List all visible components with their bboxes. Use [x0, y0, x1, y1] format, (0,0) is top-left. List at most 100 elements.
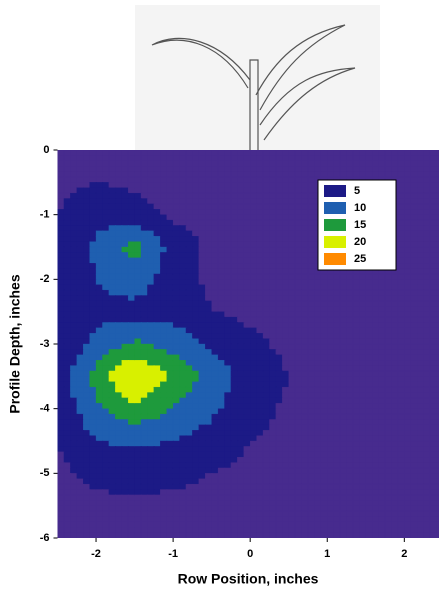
- contour-cell: [77, 258, 84, 264]
- contour-cell: [167, 506, 174, 512]
- contour-cell: [199, 425, 206, 431]
- contour-cell: [257, 527, 264, 533]
- contour-cell: [308, 285, 315, 291]
- contour-cell: [250, 279, 257, 285]
- contour-cell: [58, 490, 65, 496]
- contour-cell: [372, 382, 379, 388]
- contour-cell: [83, 301, 90, 307]
- contour-cell: [398, 490, 405, 496]
- contour-cell: [314, 274, 321, 280]
- contour-cell: [263, 393, 270, 399]
- contour-cell: [205, 490, 212, 496]
- contour-cell: [404, 290, 411, 296]
- contour-cell: [340, 371, 347, 377]
- contour-cell: [173, 425, 180, 431]
- contour-cell: [186, 220, 193, 226]
- contour-cell: [359, 473, 366, 479]
- contour-cell: [314, 409, 321, 415]
- contour-cell: [64, 522, 71, 528]
- contour-cell: [186, 274, 193, 280]
- contour-cell: [314, 371, 321, 377]
- contour-cell: [424, 166, 431, 172]
- contour-cell: [141, 490, 148, 496]
- contour-cell: [347, 452, 354, 458]
- contour-cell: [77, 296, 84, 302]
- contour-cell: [58, 301, 65, 307]
- contour-cell: [308, 355, 315, 361]
- contour-cell: [205, 382, 212, 388]
- contour-cell: [218, 414, 225, 420]
- contour-cell: [128, 527, 135, 533]
- contour-cell: [424, 468, 431, 474]
- contour-cell: [347, 500, 354, 506]
- contour-cell: [430, 344, 437, 350]
- contour-cell: [135, 199, 142, 205]
- contour-cell: [385, 301, 392, 307]
- contour-cell: [212, 177, 219, 183]
- contour-cell: [282, 533, 289, 539]
- contour-cell: [173, 312, 180, 318]
- contour-cell: [115, 387, 122, 393]
- contour-cell: [173, 306, 180, 312]
- contour-cell: [231, 366, 238, 372]
- contour-cell: [135, 473, 142, 479]
- contour-cell: [430, 166, 437, 172]
- contour-cell: [257, 452, 264, 458]
- contour-cell: [128, 371, 135, 377]
- contour-cell: [385, 333, 392, 339]
- contour-cell: [64, 172, 71, 178]
- contour-cell: [269, 425, 276, 431]
- contour-cell: [276, 516, 283, 522]
- contour-cell: [250, 355, 257, 361]
- contour-cell: [102, 274, 109, 280]
- contour-cell: [128, 511, 135, 517]
- contour-cell: [70, 199, 77, 205]
- contour-cell: [154, 452, 161, 458]
- contour-cell: [167, 419, 174, 425]
- contour-cell: [231, 419, 238, 425]
- contour-cell: [327, 322, 334, 328]
- contour-cell: [398, 398, 405, 404]
- contour-cell: [424, 161, 431, 167]
- contour-cell: [327, 495, 334, 501]
- contour-cell: [122, 258, 129, 264]
- contour-cell: [186, 344, 193, 350]
- contour-cell: [218, 339, 225, 345]
- contour-cell: [244, 242, 251, 248]
- contour-cell: [192, 328, 199, 334]
- contour-cell: [70, 182, 77, 188]
- contour-cell: [173, 516, 180, 522]
- contour-cell: [224, 279, 231, 285]
- contour-cell: [96, 452, 103, 458]
- contour-cell: [263, 247, 270, 253]
- contour-cell: [263, 155, 270, 161]
- contour-cell: [199, 393, 206, 399]
- contour-cell: [192, 296, 199, 302]
- contour-cell: [417, 419, 424, 425]
- contour-cell: [391, 387, 398, 393]
- contour-cell: [90, 473, 97, 479]
- contour-cell: [417, 285, 424, 291]
- contour-cell: [314, 290, 321, 296]
- contour-cell: [90, 193, 97, 199]
- contour-cell: [359, 366, 366, 372]
- contour-cell: [359, 495, 366, 501]
- contour-cell: [327, 468, 334, 474]
- contour-cell: [231, 252, 238, 258]
- contour-cell: [231, 247, 238, 253]
- contour-cell: [160, 522, 167, 528]
- contour-cell: [276, 296, 283, 302]
- contour-cell: [96, 376, 103, 382]
- contour-cell: [83, 360, 90, 366]
- contour-cell: [135, 188, 142, 194]
- contour-cell: [424, 231, 431, 237]
- contour-cell: [77, 150, 84, 156]
- contour-cell: [154, 269, 161, 275]
- contour-cell: [263, 522, 270, 528]
- contour-cell: [147, 296, 154, 302]
- contour-cell: [353, 473, 360, 479]
- contour-cell: [90, 414, 97, 420]
- contour-cell: [135, 333, 142, 339]
- contour-cell: [90, 355, 97, 361]
- contour-cell: [347, 446, 354, 452]
